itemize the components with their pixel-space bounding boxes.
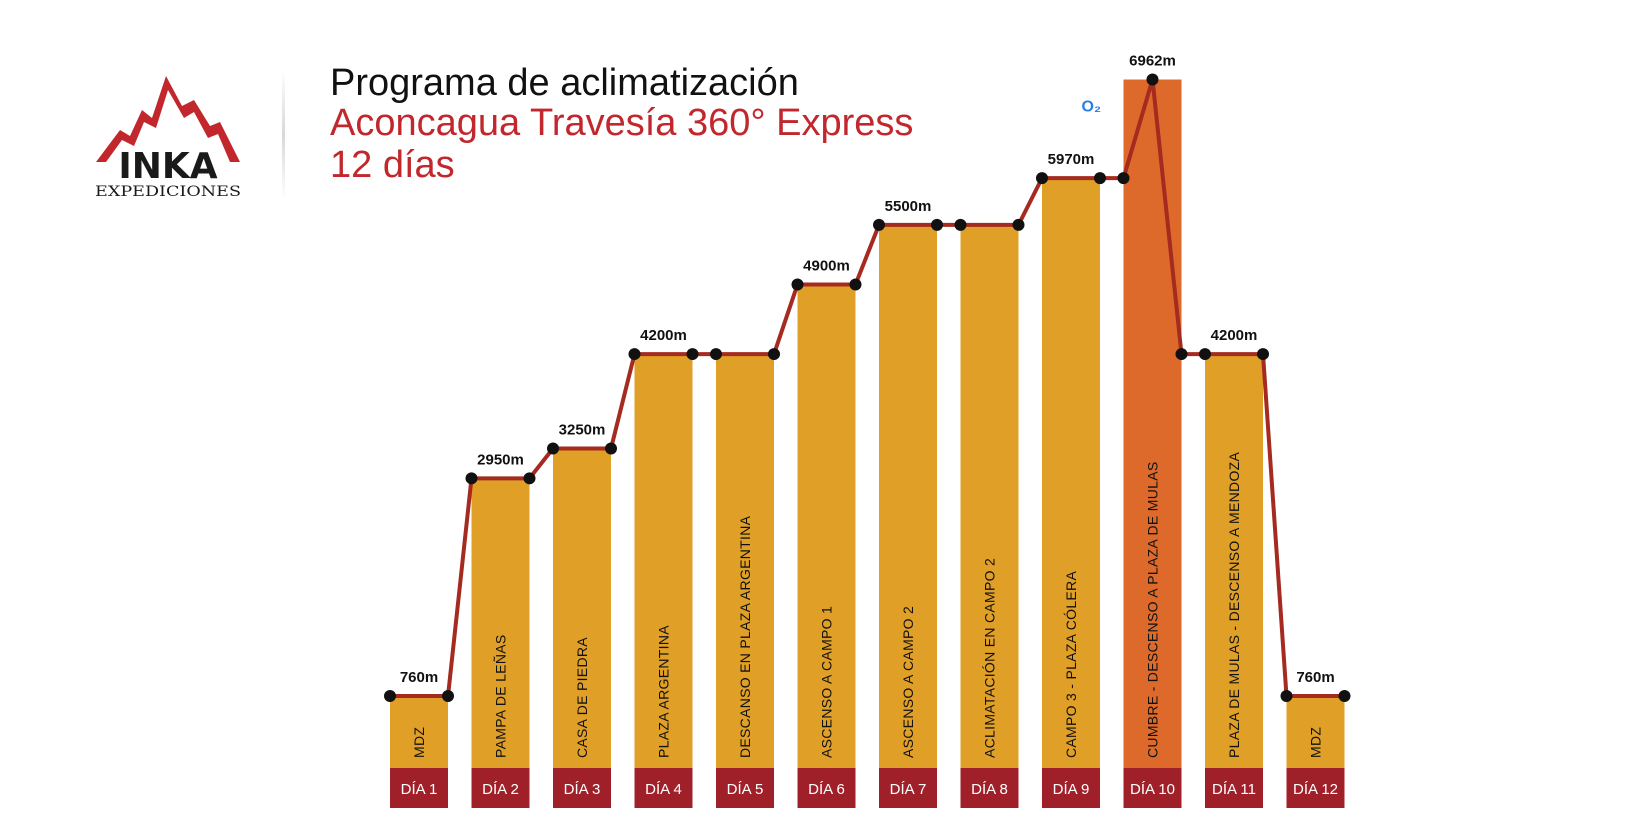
altitude-bar [797,284,856,768]
altitude-value-label: 5970m [1048,151,1095,168]
altitude-marker [849,278,862,291]
day-label-box [390,768,448,808]
altitude-marker [710,348,722,361]
day-label: DÍA 5 [727,781,764,798]
page-subtitle: Aconcagua Travesía 360° Express [330,102,914,144]
altitude-marker [1094,172,1106,185]
altitude-marker [768,348,780,361]
day-label: DÍA 7 [890,781,927,798]
profile-line-group [384,73,1351,702]
stage-label: PLAZA ARGENTINA [656,625,672,758]
altitude-value-label: 5500m [885,198,932,215]
logo-tagline: EXPEDICIONES [95,184,241,200]
altitude-value-label: 760m [400,669,438,686]
oxygen-icon: O₂ [1082,99,1102,116]
day-label: DÍA 8 [971,781,1008,798]
altitude-marker [791,278,804,291]
altitude-value-label: 6962m [1129,53,1176,70]
altitude-marker [605,442,617,455]
day-label: DÍA 1 [401,781,438,798]
altitude-marker [547,442,559,455]
stage-label: ASCENSO A CAMPO 2 [900,606,916,758]
altitude-marker [1012,218,1025,231]
day-label-box [797,768,856,808]
day-label-box [716,768,774,808]
altitude-value-label: 4900m [803,257,850,274]
altitude-marker [384,690,396,702]
altitude-value-label: 760m [1296,669,1334,686]
altitude-marker [1257,348,1269,361]
altitude-bar [879,224,937,768]
day-label: DÍA 10 [1130,781,1175,798]
day-label: DÍA 9 [1053,781,1090,798]
altitude-marker [1338,690,1351,702]
inka-expediciones-logo: INKA EXPEDICIONES [95,76,241,200]
stage-label: MDZ [411,727,427,758]
altitude-bar [960,224,1019,768]
day-label-box [1123,768,1182,808]
day-label: DÍA 2 [482,781,519,798]
altitude-bar [634,354,693,768]
page-title: Programa de aclimatización [330,62,799,104]
stage-label: CASA DE PIEDRA [574,637,590,758]
day-label: DÍA 12 [1293,781,1338,798]
altitude-value-label: 3250m [559,421,606,438]
stage-label: ASCENSO A CAMPO 1 [819,606,835,758]
altitude-marker [628,348,641,361]
altitude-marker [1175,348,1188,361]
altitude-marker [1117,172,1130,185]
altitude-marker [1280,690,1293,702]
day-label-box [1286,768,1345,808]
stage-label: DESCANSO EN PLAZA ARGENTINA [737,515,753,758]
altitude-marker [523,472,536,485]
day-label: DÍA 3 [564,781,601,798]
altitude-value-label: 2950m [477,451,524,468]
labels-group: DÍA 1 MDZ DÍA 2 PAMPA DE LEÑAS DÍA 3 CASA DE … [400,53,1338,798]
day-label: DÍA 4 [645,781,682,798]
altitude-marker [931,218,943,231]
altitude-bar [553,448,611,768]
day-label-box [1205,768,1263,808]
altitude-marker [873,218,885,231]
altitude-marker [465,472,478,485]
day-label-box [1042,768,1100,808]
altitude-bar [471,478,530,768]
stage-label: MDZ [1308,727,1324,758]
altitude-bar [716,354,774,768]
stage-label: CAMPO 3 - PLAZA CÓLERA [1063,571,1079,758]
altitude-profile-line [390,77,1345,698]
stage-label: PLAZA DE MULAS - DESCENSO A MENDOZA [1226,452,1242,758]
altitude-marker [1146,73,1159,86]
stage-label: CUMBRE - DESCENSO A PLAZA DE MULAS [1145,462,1161,759]
altitude-bar [1205,354,1263,768]
day-label: DÍA 6 [808,781,845,798]
day-label-box [471,768,530,808]
header-divider [282,70,285,200]
altitude-marker [686,348,699,361]
day-label: DÍA 11 [1212,781,1256,798]
altitude-bar [1286,696,1345,768]
altitude-marker [954,218,967,231]
day-label-box [553,768,611,808]
altitude-value-label: 4200m [640,327,687,344]
trip-duration: 12 días [330,144,455,186]
logo-wordmark: INKA [118,146,217,187]
bars-group [390,79,1345,808]
day-label-box [634,768,693,808]
stage-label: PAMPA DE LEÑAS [493,634,509,758]
altitude-marker [1036,172,1048,185]
altitude-bar [1042,178,1100,769]
altitude-bar [390,696,448,768]
mountain-icon [96,76,240,162]
altitude-bar [1123,79,1182,769]
day-label-box [960,768,1019,808]
day-label-box [879,768,937,808]
altitude-marker [1199,348,1211,361]
altitude-value-label: 4200m [1211,327,1258,344]
stage-label: ACLIMATACIÓN EN CAMPO 2 [982,558,998,758]
altitude-marker [442,690,454,702]
